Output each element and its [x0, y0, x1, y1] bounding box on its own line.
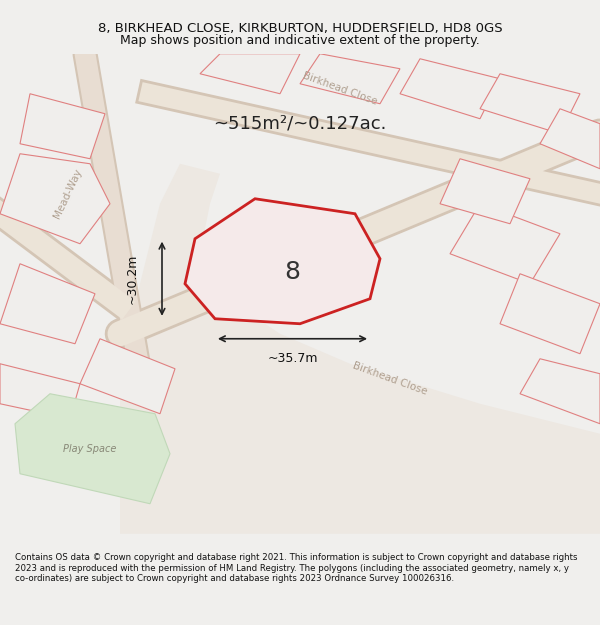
Text: ~515m²/~0.127ac.: ~515m²/~0.127ac.	[214, 115, 386, 132]
Polygon shape	[0, 154, 110, 244]
Polygon shape	[480, 74, 580, 134]
Text: Play Space: Play Space	[64, 444, 116, 454]
Polygon shape	[540, 109, 600, 169]
Polygon shape	[520, 359, 600, 424]
Text: ~30.2m: ~30.2m	[125, 254, 139, 304]
Polygon shape	[300, 54, 400, 104]
Polygon shape	[400, 59, 500, 119]
Text: ~35.7m: ~35.7m	[267, 352, 318, 365]
Text: Map shows position and indicative extent of the property.: Map shows position and indicative extent…	[120, 34, 480, 47]
Text: Birkhead Close: Birkhead Close	[352, 361, 428, 397]
Polygon shape	[185, 199, 380, 324]
Polygon shape	[440, 159, 530, 224]
Polygon shape	[120, 164, 600, 534]
Polygon shape	[80, 339, 175, 414]
Polygon shape	[200, 54, 300, 94]
Text: Contains OS data © Crown copyright and database right 2021. This information is : Contains OS data © Crown copyright and d…	[15, 553, 577, 583]
Polygon shape	[500, 274, 600, 354]
Polygon shape	[15, 394, 170, 504]
Polygon shape	[0, 364, 80, 419]
Text: Birkhead Close: Birkhead Close	[301, 71, 379, 107]
Text: 8, BIRKHEAD CLOSE, KIRKBURTON, HUDDERSFIELD, HD8 0GS: 8, BIRKHEAD CLOSE, KIRKBURTON, HUDDERSFI…	[98, 22, 502, 34]
Polygon shape	[450, 204, 560, 284]
Polygon shape	[0, 264, 95, 344]
Text: Mead-Way: Mead-Way	[52, 168, 84, 220]
Polygon shape	[20, 94, 105, 159]
Text: 8: 8	[284, 260, 300, 284]
